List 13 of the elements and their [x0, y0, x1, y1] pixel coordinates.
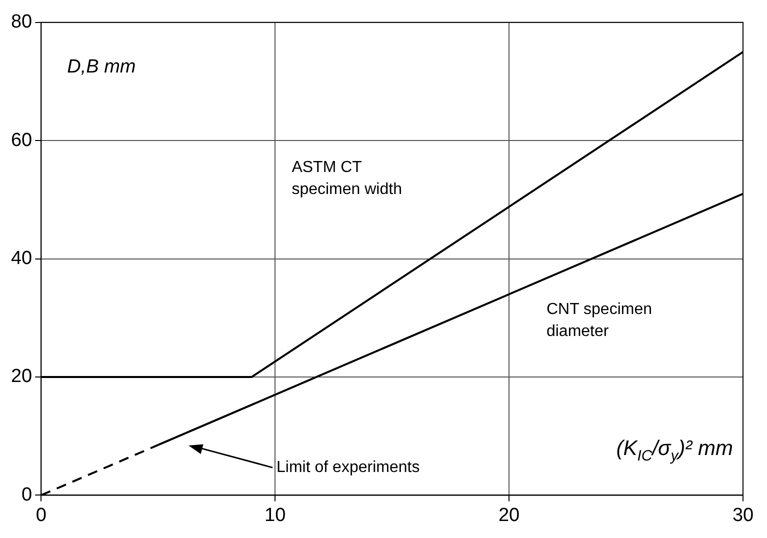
y-tick-label: 40 [10, 248, 32, 270]
x-tick-label: 0 [36, 504, 46, 526]
x-tick-label: 30 [732, 504, 754, 526]
annotation: CNT specimen diameter [546, 300, 652, 340]
y-axis-title: D,B mm [67, 56, 136, 78]
y-tick-label: 20 [10, 366, 32, 388]
y-tick-label: 80 [10, 12, 32, 33]
y-tick-label: 60 [10, 130, 32, 151]
x-tick-label: 20 [498, 504, 520, 526]
y-tick-label: 0 [22, 484, 32, 506]
x-tick-label: 10 [264, 504, 286, 526]
annotation: Limit of experiments [276, 458, 420, 476]
annotation: ASTM CT specimen width [292, 158, 402, 198]
